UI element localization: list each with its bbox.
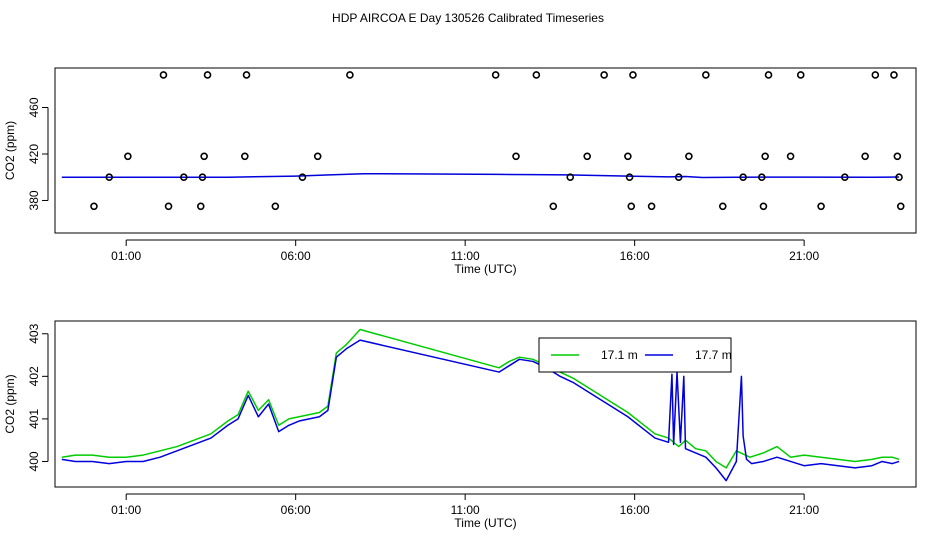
data-point bbox=[491, 71, 500, 79]
data-point bbox=[566, 173, 575, 182]
data-point bbox=[841, 173, 849, 182]
data-point bbox=[647, 202, 656, 211]
y-tick-label: 400 bbox=[27, 451, 41, 471]
y-tick-label: 401 bbox=[27, 409, 41, 429]
x-tick-label: 01:00 bbox=[111, 249, 141, 263]
data-point bbox=[549, 202, 558, 211]
data-point bbox=[105, 173, 114, 182]
data-point bbox=[861, 152, 869, 161]
data-point bbox=[271, 202, 280, 211]
x-tick-label: 21:00 bbox=[789, 249, 819, 263]
data-point bbox=[583, 152, 591, 161]
data-point bbox=[761, 152, 769, 161]
legend-label-1: 17.7 m bbox=[695, 348, 732, 362]
data-point bbox=[629, 71, 637, 79]
data-point bbox=[159, 71, 168, 79]
data-point bbox=[241, 152, 249, 161]
data-point bbox=[718, 202, 727, 211]
data-point bbox=[532, 71, 541, 79]
data-point bbox=[896, 202, 905, 211]
legend-label-0: 17.1 m bbox=[601, 348, 638, 362]
figure-title: HDP AIRCOA E Day 130526 Calibrated Times… bbox=[332, 11, 604, 25]
y-tick-label: 420 bbox=[27, 144, 41, 164]
data-point bbox=[796, 71, 805, 79]
y-axis-label: CO2 (ppm) bbox=[3, 374, 17, 433]
bottom-panel: 01:00 06:00 11:00 16:00 21:00 Time (UTC) 400 40… bbox=[3, 320, 917, 530]
data-point bbox=[298, 173, 307, 182]
data-point bbox=[180, 173, 188, 182]
x-tick-label: 16:00 bbox=[620, 249, 650, 263]
data-point bbox=[90, 202, 98, 211]
data-point bbox=[627, 202, 636, 211]
x-axis-label: Time (UTC) bbox=[454, 262, 516, 276]
data-point bbox=[739, 173, 747, 182]
data-point bbox=[512, 152, 520, 161]
data-point bbox=[895, 173, 903, 182]
y-axis-label: CO2 (ppm) bbox=[3, 121, 17, 180]
data-point bbox=[893, 152, 902, 161]
data-point bbox=[313, 152, 322, 161]
data-point bbox=[196, 202, 205, 211]
data-point bbox=[764, 71, 773, 79]
data-point bbox=[164, 202, 173, 211]
data-point bbox=[890, 71, 898, 79]
y-tick-label: 403 bbox=[27, 323, 41, 343]
series-line-1 bbox=[61, 339, 900, 482]
top-panel: 01:00 06:00 11:00 16:00 21:00 Time (UTC) 380 42… bbox=[3, 67, 917, 276]
data-point bbox=[685, 152, 693, 161]
data-point bbox=[624, 152, 632, 161]
data-point bbox=[600, 71, 608, 79]
y-tick-label: 380 bbox=[27, 190, 41, 210]
plot-frame bbox=[54, 67, 917, 234]
data-point bbox=[198, 173, 207, 182]
x-tick-label: 11:00 bbox=[451, 249, 480, 263]
data-point bbox=[346, 71, 354, 79]
mean-line bbox=[61, 172, 900, 179]
data-point bbox=[702, 71, 710, 79]
x-tick-label: 11:00 bbox=[451, 503, 480, 517]
x-tick-label: 16:00 bbox=[620, 503, 650, 517]
y-tick-label: 460 bbox=[27, 97, 41, 117]
data-point bbox=[203, 71, 212, 79]
x-tick-label: 06:00 bbox=[281, 503, 311, 517]
x-tick-label: 21:00 bbox=[789, 503, 819, 517]
data-point bbox=[786, 152, 795, 161]
data-point bbox=[871, 71, 880, 79]
x-axis-label: Time (UTC) bbox=[454, 516, 516, 530]
x-tick-label: 06:00 bbox=[281, 249, 311, 263]
x-tick-label: 01:00 bbox=[111, 503, 141, 517]
data-point bbox=[674, 173, 683, 182]
data-point bbox=[757, 173, 766, 182]
data-point bbox=[759, 202, 768, 211]
y-tick-label: 402 bbox=[27, 366, 41, 386]
data-point bbox=[817, 202, 825, 211]
data-point bbox=[242, 71, 251, 79]
data-point bbox=[200, 152, 208, 161]
plot-frame bbox=[54, 320, 917, 488]
data-point bbox=[124, 152, 132, 161]
data-point bbox=[625, 173, 634, 182]
